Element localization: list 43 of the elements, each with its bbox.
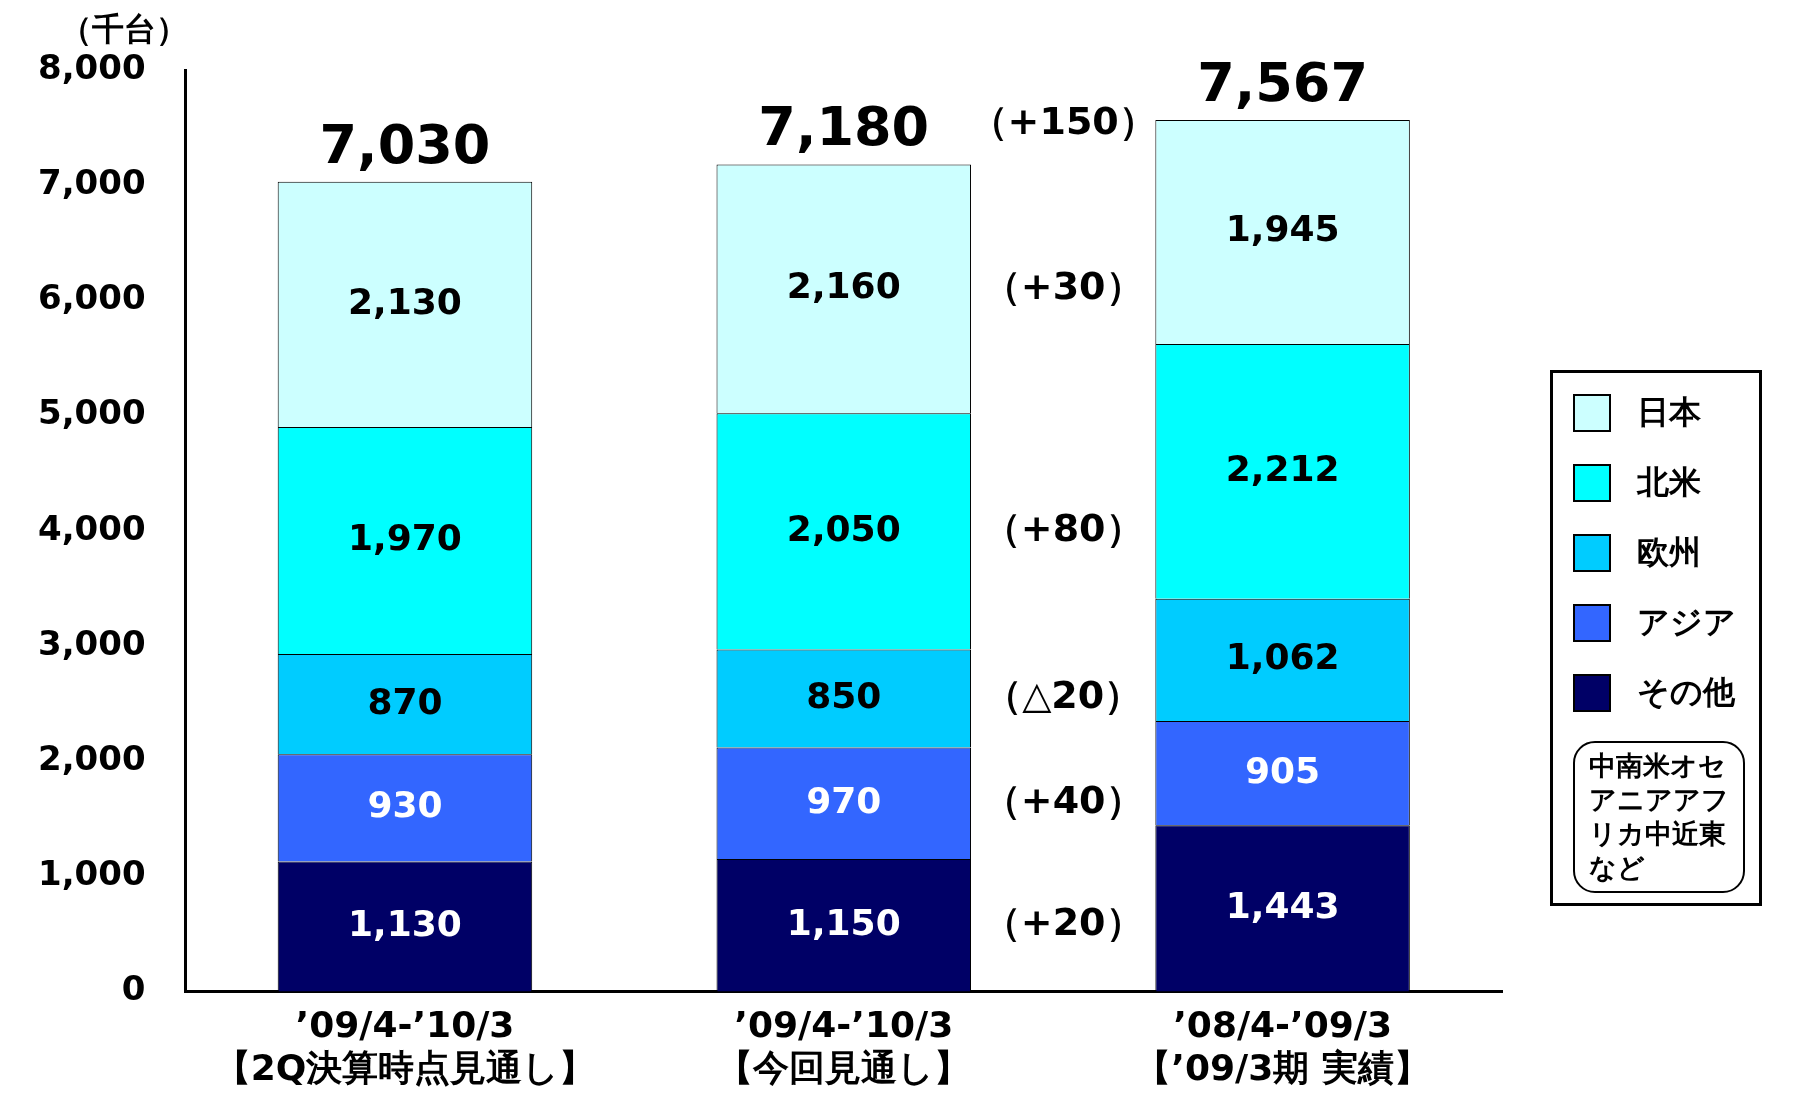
y-tick-label: 0: [121, 968, 146, 1009]
annotation: （△20）: [984, 673, 1143, 718]
y-tick-label: 4,000: [38, 507, 146, 548]
data-label: 2,050: [786, 507, 901, 549]
data-label: 930: [367, 784, 443, 826]
data-label: 970: [806, 779, 882, 821]
x-tick-label: ’09/4-’10/3 【2Q決算時点見通し】: [214, 1003, 596, 1088]
y-tick-label: 2,000: [38, 738, 146, 779]
total-label: 7,180: [758, 95, 930, 159]
total-label: 7,567: [1197, 50, 1368, 114]
annotation: （+20）: [982, 900, 1144, 945]
y-tick-label: 3,000: [38, 622, 146, 663]
data-label: 2,212: [1225, 447, 1340, 489]
data-label: 1,970: [348, 516, 462, 558]
y-tick-label: 7,000: [38, 162, 146, 203]
y-tick-label: 8,000: [38, 46, 146, 87]
annotation: （+40）: [982, 778, 1144, 823]
legend-label: 日本: [1637, 392, 1701, 433]
data-label: 1,130: [348, 902, 462, 944]
total-label: 7,030: [319, 112, 491, 176]
legend-label: その他: [1637, 672, 1735, 713]
data-label: 1,443: [1225, 884, 1340, 926]
annotation: （+80）: [982, 506, 1144, 551]
annotation: （+150）: [969, 99, 1157, 144]
data-label: 905: [1245, 749, 1321, 791]
data-label: 1,062: [1225, 636, 1340, 678]
text: 中南米オセアニアアフリカ中近東など: [1573, 741, 1746, 893]
data-label: 870: [367, 680, 443, 722]
legend-label: 北米: [1637, 462, 1701, 503]
legend-label: 欧州: [1637, 532, 1701, 573]
y-axis-title: （千台）: [60, 10, 188, 49]
annotation: （+30）: [982, 263, 1144, 308]
legend-label: アジア: [1637, 602, 1736, 643]
y-tick-label: 6,000: [38, 277, 146, 318]
data-label: 2,160: [786, 265, 901, 307]
data-label: 850: [806, 674, 882, 716]
data-label: 2,130: [348, 280, 462, 322]
x-tick-label: ’08/4-’09/3 【’09/3期 実績】: [1135, 1003, 1430, 1088]
y-tick-label: 1,000: [38, 853, 146, 894]
x-tick-label: ’09/4-’10/3 【今回見通し】: [717, 1003, 971, 1088]
data-label: 1,945: [1225, 208, 1340, 250]
data-label: 1,150: [786, 901, 901, 943]
y-tick-label: 5,000: [38, 392, 146, 433]
